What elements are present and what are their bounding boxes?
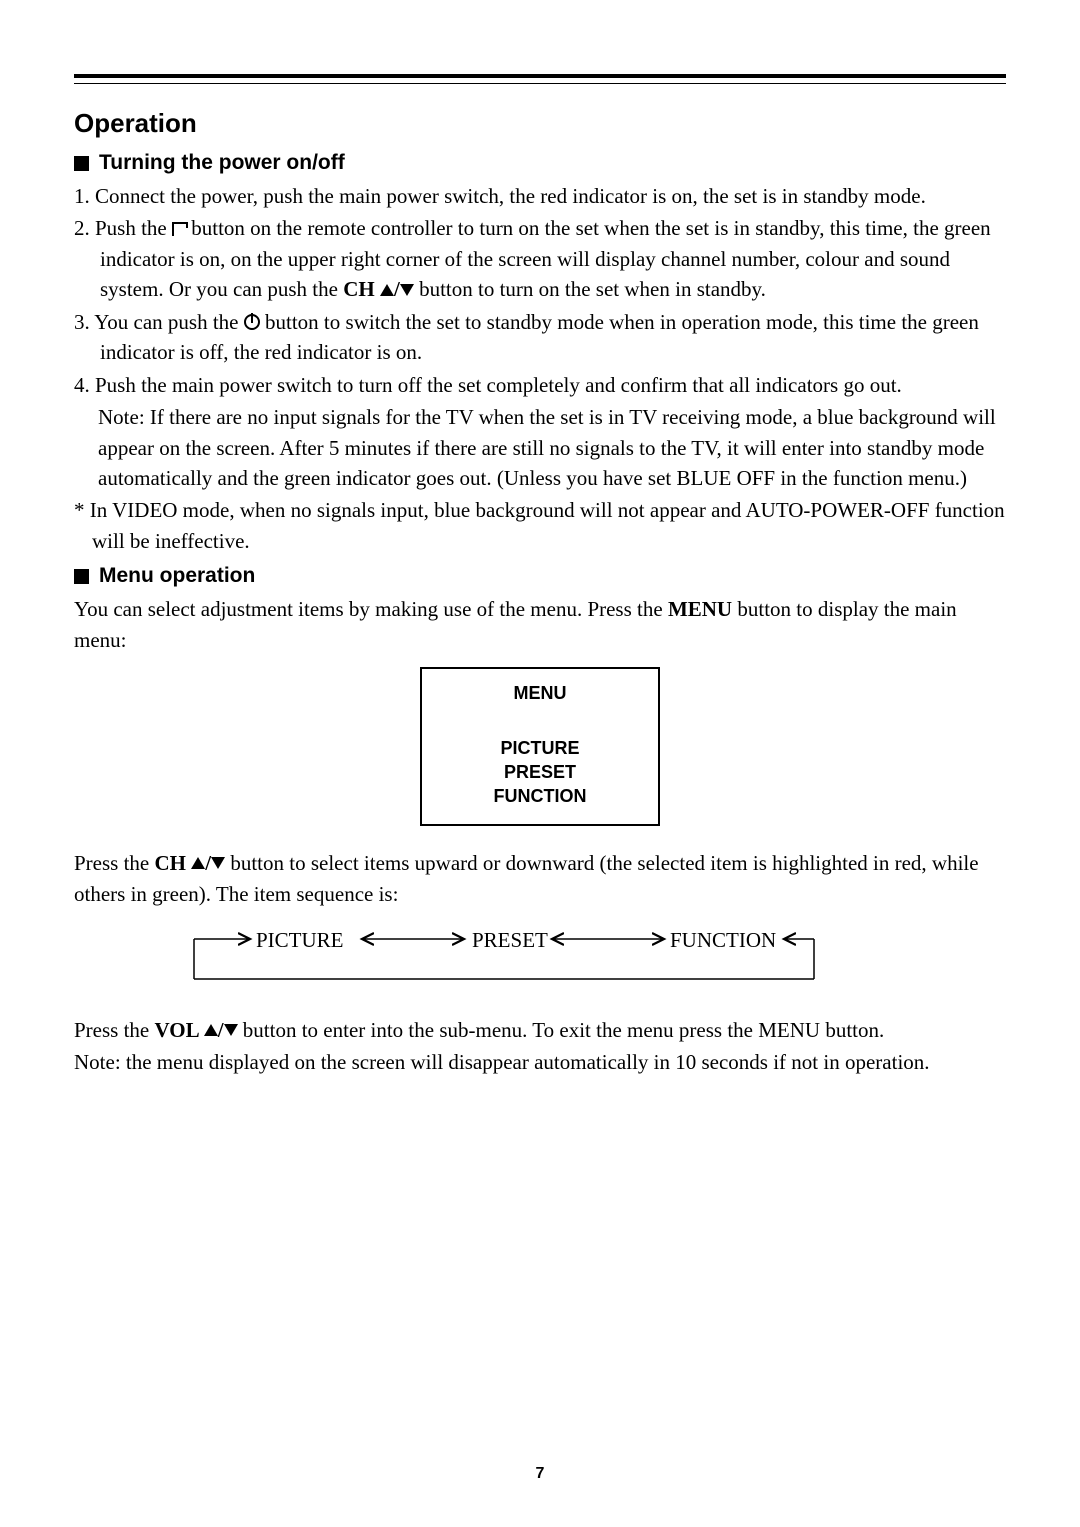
vol-a: Press the: [74, 1018, 155, 1042]
triangle-up-icon: [191, 857, 205, 869]
flow-label-function: FUNCTION: [670, 928, 776, 953]
step-2-a: 2. Push the: [74, 216, 172, 240]
menu-box: MENU PICTURE PRESET FUNCTION: [420, 667, 660, 826]
select-paragraph: Press the CH / button to select items up…: [74, 848, 1006, 909]
square-bullet-icon: [74, 156, 89, 171]
triangle-down-icon: [400, 284, 414, 296]
flow-label-picture: PICTURE: [256, 928, 344, 953]
step-3: 3. You can push the button to switch the…: [74, 307, 1006, 368]
note-paragraph: Note: If there are no input signals for …: [74, 402, 1006, 493]
triangle-down-icon: [224, 1024, 238, 1036]
subhead-power-text: Turning the power on/off: [99, 151, 345, 175]
menu-item-preset: PRESET: [422, 762, 658, 783]
triangle-down-icon: [211, 857, 225, 869]
subhead-menu: Menu operation: [74, 564, 1006, 588]
flow-diagram: PICTURE PRESET FUNCTION: [134, 923, 854, 997]
menu-intro: You can select adjustment items by makin…: [74, 594, 1006, 655]
page-number: 7: [536, 1465, 545, 1483]
select-a: Press the: [74, 851, 155, 875]
page-title: Operation: [74, 108, 1006, 139]
vol-b: button to enter into the sub-menu. To ex…: [243, 1018, 884, 1042]
remote-box-icon: [172, 222, 186, 236]
step-2: 2. Push the button on the remote control…: [74, 213, 1006, 304]
note2-paragraph: Note: the menu displayed on the screen w…: [74, 1047, 1006, 1077]
step-3-a: 3. You can push the: [74, 310, 244, 334]
subhead-power: Turning the power on/off: [74, 151, 1006, 175]
vol-bold: VOL: [155, 1018, 204, 1042]
square-bullet-icon: [74, 569, 89, 584]
step-2-ch-bold: CH: [343, 277, 380, 301]
flow-label-preset: PRESET: [472, 928, 548, 953]
menu-box-title: MENU: [422, 683, 658, 704]
subhead-menu-text: Menu operation: [99, 564, 255, 588]
step-2-c: button to turn on the set when in standb…: [419, 277, 766, 301]
menu-intro-a: You can select adjustment items by makin…: [74, 597, 668, 621]
asterisk-paragraph: * In VIDEO mode, when no signals input, …: [74, 495, 1006, 556]
menu-intro-bold: MENU: [668, 597, 732, 621]
select-bold: CH: [155, 851, 192, 875]
triangle-up-icon: [380, 284, 394, 296]
triangle-up-icon: [204, 1024, 218, 1036]
power-icon: [244, 314, 260, 330]
header-rule: [74, 74, 1006, 84]
menu-item-function: FUNCTION: [422, 786, 658, 807]
step-1: 1. Connect the power, push the main powe…: [74, 181, 1006, 211]
step-4: 4. Push the main power switch to turn of…: [74, 370, 1006, 400]
vol-paragraph: Press the VOL / button to enter into the…: [74, 1015, 1006, 1045]
menu-item-picture: PICTURE: [422, 738, 658, 759]
